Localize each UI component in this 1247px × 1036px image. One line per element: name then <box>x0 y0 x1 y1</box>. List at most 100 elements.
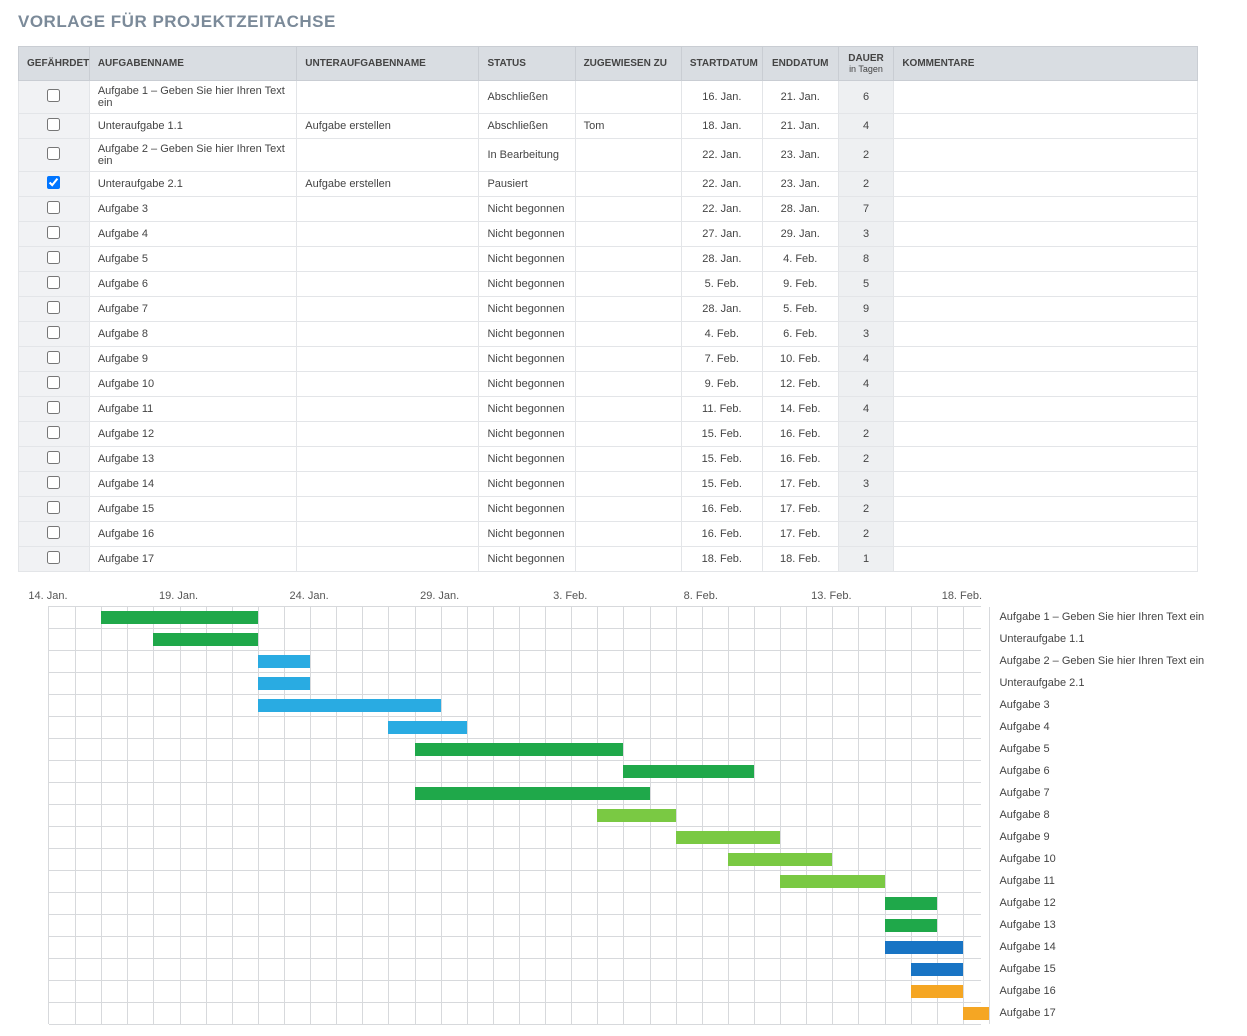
cell-unteraufgabenname[interactable] <box>297 472 479 497</box>
cell-startdatum[interactable]: 16. Feb. <box>681 497 762 522</box>
cell-dauer[interactable]: 5 <box>838 272 894 297</box>
cell-dauer[interactable]: 4 <box>838 114 894 139</box>
cell-zugewiesen[interactable] <box>575 222 681 247</box>
cell-unteraufgabenname[interactable] <box>297 347 479 372</box>
cell-unteraufgabenname[interactable] <box>297 297 479 322</box>
cell-kommentare[interactable] <box>894 372 1198 397</box>
cell-zugewiesen[interactable] <box>575 139 681 172</box>
cell-zugewiesen[interactable]: Tom <box>575 114 681 139</box>
cell-status[interactable]: Nicht begonnen <box>479 247 575 272</box>
cell-kommentare[interactable] <box>894 247 1198 272</box>
cell-aufgabenname[interactable]: Aufgabe 15 <box>89 497 296 522</box>
cell-enddatum[interactable]: 6. Feb. <box>762 322 838 347</box>
cell-dauer[interactable]: 6 <box>838 81 894 114</box>
cell-kommentare[interactable] <box>894 322 1198 347</box>
cell-dauer[interactable]: 1 <box>838 547 894 572</box>
gefahrdet-checkbox[interactable] <box>47 401 60 414</box>
cell-enddatum[interactable]: 28. Jan. <box>762 197 838 222</box>
gefahrdet-checkbox[interactable] <box>47 201 60 214</box>
cell-unteraufgabenname[interactable] <box>297 81 479 114</box>
cell-kommentare[interactable] <box>894 547 1198 572</box>
cell-startdatum[interactable]: 18. Feb. <box>681 547 762 572</box>
cell-status[interactable]: Nicht begonnen <box>479 272 575 297</box>
cell-startdatum[interactable]: 16. Feb. <box>681 522 762 547</box>
cell-enddatum[interactable]: 23. Jan. <box>762 139 838 172</box>
cell-unteraufgabenname[interactable] <box>297 272 479 297</box>
cell-enddatum[interactable]: 18. Feb. <box>762 547 838 572</box>
cell-unteraufgabenname[interactable]: Aufgabe erstellen <box>297 114 479 139</box>
cell-startdatum[interactable]: 9. Feb. <box>681 372 762 397</box>
gefahrdet-checkbox[interactable] <box>47 476 60 489</box>
cell-unteraufgabenname[interactable] <box>297 139 479 172</box>
cell-kommentare[interactable] <box>894 197 1198 222</box>
cell-status[interactable]: In Bearbeitung <box>479 139 575 172</box>
gantt-bar[interactable] <box>101 611 258 624</box>
gantt-bar[interactable] <box>258 699 441 712</box>
cell-zugewiesen[interactable] <box>575 247 681 272</box>
cell-zugewiesen[interactable] <box>575 472 681 497</box>
gefahrdet-checkbox[interactable] <box>47 251 60 264</box>
cell-unteraufgabenname[interactable] <box>297 422 479 447</box>
cell-dauer[interactable]: 2 <box>838 172 894 197</box>
cell-kommentare[interactable] <box>894 397 1198 422</box>
cell-status[interactable]: Abschließen <box>479 81 575 114</box>
cell-dauer[interactable]: 9 <box>838 297 894 322</box>
cell-dauer[interactable]: 4 <box>838 347 894 372</box>
cell-startdatum[interactable]: 5. Feb. <box>681 272 762 297</box>
cell-dauer[interactable]: 7 <box>838 197 894 222</box>
cell-startdatum[interactable]: 27. Jan. <box>681 222 762 247</box>
cell-kommentare[interactable] <box>894 522 1198 547</box>
cell-status[interactable]: Nicht begonnen <box>479 522 575 547</box>
cell-zugewiesen[interactable] <box>575 522 681 547</box>
cell-status[interactable]: Nicht begonnen <box>479 197 575 222</box>
gantt-bar[interactable] <box>597 809 675 822</box>
cell-dauer[interactable]: 4 <box>838 397 894 422</box>
cell-kommentare[interactable] <box>894 497 1198 522</box>
gantt-bar[interactable] <box>258 655 310 668</box>
cell-startdatum[interactable]: 18. Jan. <box>681 114 762 139</box>
gantt-bar[interactable] <box>911 985 963 998</box>
gantt-bar[interactable] <box>388 721 466 734</box>
cell-unteraufgabenname[interactable] <box>297 222 479 247</box>
cell-enddatum[interactable]: 16. Feb. <box>762 447 838 472</box>
gefahrdet-checkbox[interactable] <box>47 351 60 364</box>
cell-enddatum[interactable]: 14. Feb. <box>762 397 838 422</box>
cell-status[interactable]: Nicht begonnen <box>479 547 575 572</box>
cell-unteraufgabenname[interactable] <box>297 247 479 272</box>
cell-status[interactable]: Nicht begonnen <box>479 347 575 372</box>
cell-aufgabenname[interactable]: Aufgabe 2 – Geben Sie hier Ihren Text ei… <box>89 139 296 172</box>
cell-kommentare[interactable] <box>894 272 1198 297</box>
cell-aufgabenname[interactable]: Aufgabe 5 <box>89 247 296 272</box>
cell-dauer[interactable]: 2 <box>838 139 894 172</box>
gantt-bar[interactable] <box>623 765 754 778</box>
cell-aufgabenname[interactable]: Aufgabe 1 – Geben Sie hier Ihren Text ei… <box>89 81 296 114</box>
gefahrdet-checkbox[interactable] <box>47 301 60 314</box>
cell-zugewiesen[interactable] <box>575 197 681 222</box>
cell-unteraufgabenname[interactable] <box>297 322 479 347</box>
cell-enddatum[interactable]: 21. Jan. <box>762 114 838 139</box>
cell-unteraufgabenname[interactable] <box>297 547 479 572</box>
cell-dauer[interactable]: 2 <box>838 422 894 447</box>
cell-kommentare[interactable] <box>894 172 1198 197</box>
cell-zugewiesen[interactable] <box>575 547 681 572</box>
cell-zugewiesen[interactable] <box>575 172 681 197</box>
cell-status[interactable]: Nicht begonnen <box>479 222 575 247</box>
gefahrdet-checkbox[interactable] <box>47 376 60 389</box>
gantt-bar[interactable] <box>415 743 624 756</box>
cell-dauer[interactable]: 3 <box>838 322 894 347</box>
gefahrdet-checkbox[interactable] <box>47 451 60 464</box>
cell-startdatum[interactable]: 22. Jan. <box>681 139 762 172</box>
cell-aufgabenname[interactable]: Aufgabe 8 <box>89 322 296 347</box>
gefahrdet-checkbox[interactable] <box>47 89 60 102</box>
cell-unteraufgabenname[interactable] <box>297 397 479 422</box>
cell-status[interactable]: Pausiert <box>479 172 575 197</box>
cell-unteraufgabenname[interactable] <box>297 447 479 472</box>
cell-aufgabenname[interactable]: Aufgabe 16 <box>89 522 296 547</box>
gefahrdet-checkbox[interactable] <box>47 118 60 131</box>
gefahrdet-checkbox[interactable] <box>47 147 60 160</box>
cell-status[interactable]: Nicht begonnen <box>479 422 575 447</box>
cell-startdatum[interactable]: 28. Jan. <box>681 247 762 272</box>
gantt-bar[interactable] <box>728 853 832 866</box>
cell-status[interactable]: Nicht begonnen <box>479 447 575 472</box>
gefahrdet-checkbox[interactable] <box>47 501 60 514</box>
